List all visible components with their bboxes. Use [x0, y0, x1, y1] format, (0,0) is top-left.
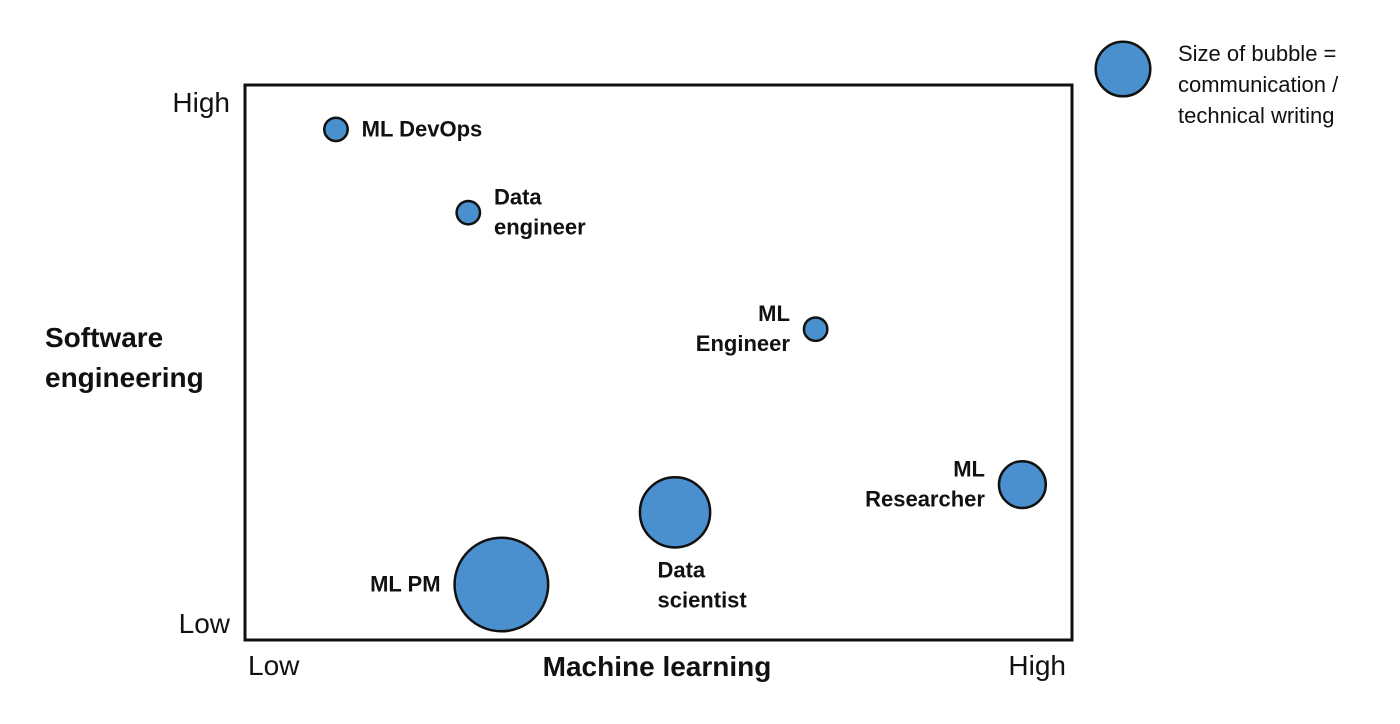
- bubble-label-data-engineer-line-2: engineer: [494, 215, 586, 240]
- legend-line-3: technical writing: [1178, 103, 1335, 128]
- y-axis-title-line-2: engineering: [45, 362, 204, 393]
- bubble-label-ml-pm-line-1: ML PM: [370, 572, 440, 597]
- legend: Size of bubble = communication / technic…: [1094, 40, 1339, 128]
- y-tick-low: Low: [179, 608, 231, 639]
- legend-line-1: Size of bubble =: [1178, 41, 1336, 66]
- bubble-series: ML DevOps Data engineer ML Engineer ML Researc…: [323, 116, 1048, 633]
- legend-bubble: [1094, 40, 1152, 98]
- bubble-ml-devops: [323, 116, 349, 143]
- bubble-label-ml-devops-line-1: ML DevOps: [362, 116, 483, 141]
- bubble-label-ml-researcher-line-1: ML: [953, 457, 985, 482]
- bubble-label-ml-researcher-line-2: Researcher: [865, 487, 985, 512]
- x-tick-high: High: [1008, 650, 1066, 681]
- x-axis-title: Machine learning: [543, 651, 772, 682]
- y-axis-title-line-1: Software: [45, 322, 163, 353]
- y-tick-high: High: [172, 87, 230, 118]
- bubble-ml-engineer: [802, 316, 829, 343]
- bubble-data-engineer: [455, 199, 482, 226]
- bubble-ml-researcher: [997, 459, 1048, 510]
- legend-line-2: communication /: [1178, 72, 1339, 97]
- bubble-label-ml-engineer-line-2: Engineer: [696, 331, 791, 356]
- bubble-label-data-engineer-line-1: Data: [494, 185, 542, 210]
- x-tick-low: Low: [248, 650, 300, 681]
- bubble-label-ml-engineer-line-1: ML: [758, 301, 790, 326]
- plot-frame: [243, 83, 1074, 642]
- bubble-label-data-scientist-line-1: Data: [657, 557, 705, 582]
- bubble-data-scientist: [638, 475, 712, 549]
- bubble-ml-pm: [453, 536, 550, 633]
- bubble-label-data-scientist-line-2: scientist: [657, 587, 747, 612]
